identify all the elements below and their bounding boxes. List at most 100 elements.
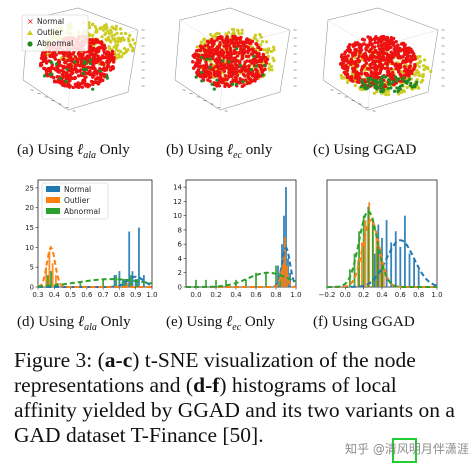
tsne-point-normal bbox=[224, 41, 228, 45]
hist-bar-normal bbox=[277, 265, 279, 287]
watermark-text: 知乎 @清风明月伴潇涯 bbox=[345, 442, 469, 456]
tsne-point-normal bbox=[239, 44, 243, 48]
hist-xtick-label: 0.7 bbox=[98, 291, 109, 299]
tsne-point-outlier bbox=[264, 40, 269, 44]
hist-bar-abnormal bbox=[225, 279, 227, 287]
tsne-point-normal bbox=[389, 36, 394, 40]
tsne-point-normal bbox=[233, 56, 237, 60]
tsne-point-normal bbox=[410, 71, 414, 76]
tsne-point-outlier bbox=[87, 26, 92, 30]
hist-xtick-label: −0.2 bbox=[319, 291, 336, 299]
tsne-point-normal bbox=[372, 37, 377, 41]
tsne-point-abnormal bbox=[395, 78, 399, 82]
tsne-point-normal bbox=[357, 54, 361, 58]
tsne-point-outlier bbox=[267, 48, 271, 52]
tsne-point-abnormal bbox=[359, 85, 363, 89]
tsne-point-abnormal bbox=[215, 78, 219, 82]
tsne-point-normal bbox=[366, 67, 371, 71]
tsne-point-normal bbox=[64, 71, 68, 75]
hist-bar-outlier bbox=[364, 220, 367, 287]
tsne-point-abnormal bbox=[241, 80, 245, 84]
tsne-point-outlier bbox=[272, 48, 276, 52]
tsne-point-normal bbox=[258, 59, 262, 64]
hist-bar-outlier bbox=[360, 242, 363, 287]
tsne-point-outlier bbox=[94, 30, 98, 34]
caption-bold-ac: a-c bbox=[104, 348, 133, 372]
tsne-point-outlier bbox=[420, 73, 424, 78]
tsne-point-outlier bbox=[123, 31, 128, 36]
tsne-point-normal bbox=[64, 51, 68, 55]
tsne-point-normal bbox=[360, 37, 365, 41]
tsne-point-normal bbox=[232, 49, 236, 53]
tsne-point-normal bbox=[61, 57, 65, 62]
tsne-point-normal bbox=[253, 79, 257, 83]
tsne-point-normal bbox=[203, 44, 207, 48]
tsne-point-outlier bbox=[110, 34, 114, 38]
tsne-point-normal bbox=[358, 51, 362, 55]
tsne-point-normal bbox=[96, 54, 100, 58]
tsne-point-normal bbox=[219, 62, 223, 66]
tsne-point-abnormal bbox=[387, 82, 391, 86]
tsne-tick-glyph: ~ bbox=[182, 88, 186, 94]
hist-legend-abnormal: Abnormal bbox=[64, 207, 100, 216]
tsne-point-outlier bbox=[227, 30, 231, 35]
tsne-point-abnormal bbox=[81, 72, 85, 76]
tsne-point-normal bbox=[382, 51, 386, 55]
hist-xtick-label: 0.2 bbox=[358, 291, 369, 299]
tsne-point-normal bbox=[95, 72, 99, 76]
tsne-point-normal bbox=[396, 70, 401, 74]
tsne-point-normal bbox=[257, 45, 261, 49]
hist-xtick-label: 0.2 bbox=[210, 291, 221, 299]
tsne-point-normal bbox=[240, 41, 245, 45]
tsne-point-abnormal bbox=[42, 74, 47, 78]
tsne-point-outlier bbox=[386, 89, 391, 93]
tsne-point-normal bbox=[235, 54, 240, 58]
tsne-point-normal bbox=[353, 49, 357, 53]
density-curve-abnormal bbox=[327, 209, 437, 288]
hist-bar-normal bbox=[390, 242, 393, 287]
legend-outlier-marker bbox=[27, 30, 33, 35]
tsne-point-normal bbox=[191, 60, 195, 64]
hist-legend-normal-swatch bbox=[46, 186, 60, 192]
hist-bar-normal bbox=[283, 215, 285, 287]
tsne-point-normal bbox=[221, 63, 225, 68]
tsne-point-normal bbox=[233, 62, 238, 66]
tsne-point-outlier bbox=[210, 35, 215, 39]
tsne-point-outlier bbox=[231, 32, 236, 36]
tsne-point-normal bbox=[59, 64, 64, 68]
tsne-point-normal bbox=[95, 46, 100, 51]
subcaption-f: (f) Using GGAD bbox=[313, 314, 415, 330]
tsne-point-outlier bbox=[353, 56, 357, 60]
tsne-point-normal bbox=[218, 59, 223, 63]
tsne-point-outlier bbox=[98, 26, 102, 30]
tsne-point-outlier bbox=[413, 73, 418, 77]
tsne-point-normal bbox=[389, 41, 394, 46]
tsne-point-normal bbox=[261, 56, 266, 60]
tsne-tick-glyph: ~ bbox=[372, 109, 376, 115]
tsne-point-normal bbox=[95, 60, 99, 64]
hist-bar-abnormal bbox=[275, 265, 277, 287]
tsne-point-normal bbox=[46, 67, 50, 71]
tsne-point-normal bbox=[51, 51, 55, 55]
hist-legend-abnormal-swatch bbox=[46, 208, 60, 214]
tsne-point-normal bbox=[244, 54, 249, 59]
tsne-point-normal bbox=[217, 80, 222, 84]
tsne-point-abnormal bbox=[404, 81, 409, 85]
hist-bar-abnormal bbox=[102, 279, 105, 287]
tsne-point-normal bbox=[374, 49, 378, 53]
tsne-tick-glyph: ~ bbox=[65, 106, 69, 112]
tsne-point-normal bbox=[101, 78, 105, 83]
tsne-point-abnormal bbox=[409, 83, 413, 87]
tsne-point-normal bbox=[201, 67, 206, 72]
tsne-point-normal bbox=[70, 67, 75, 71]
tsne-point-outlier bbox=[253, 36, 257, 41]
tsne-tick-glyph: ~ bbox=[141, 60, 145, 66]
tsne-point-normal bbox=[214, 70, 218, 75]
hist-bar-abnormal bbox=[376, 246, 379, 287]
tsne-point-outlier bbox=[91, 22, 95, 26]
tsne-point-normal bbox=[345, 68, 350, 72]
tsne-tick-glyph: ~ bbox=[293, 84, 297, 90]
tsne-point-normal bbox=[249, 52, 254, 56]
tsne-point-normal bbox=[56, 60, 61, 64]
